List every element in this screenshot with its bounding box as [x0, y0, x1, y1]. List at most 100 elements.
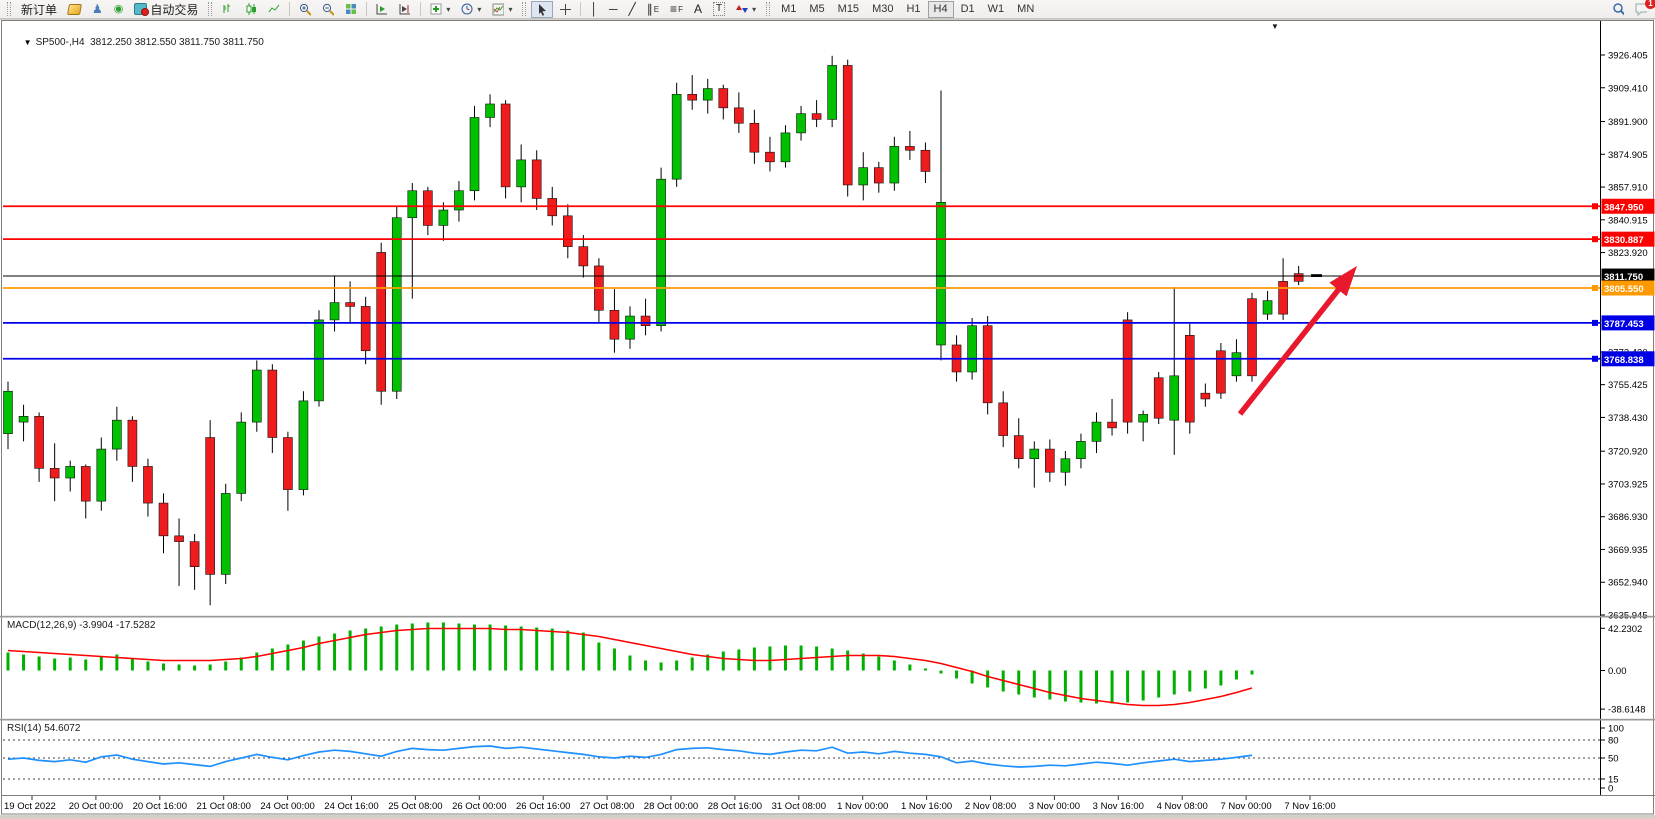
macd-indicator-label: MACD(12,26,9) -3.9904 -17.5282: [7, 620, 156, 631]
auto-trading-button[interactable]: 自动交易: [129, 1, 203, 18]
text-tool-icon: A: [693, 2, 702, 16]
chart-canvas[interactable]: 3926.405 3909.410 3891.900 3874.905 3857.910…: [0, 20, 1655, 815]
timeframe-m30-button[interactable]: M30: [866, 1, 899, 18]
toolbar-grip[interactable]: [208, 2, 213, 16]
horizontal-line-tool-button[interactable]: ─: [604, 1, 623, 18]
timeframe-m15-button[interactable]: M15: [832, 1, 865, 18]
crosshair-tool-button[interactable]: [554, 1, 576, 18]
candle-body: [1091, 421, 1102, 442]
tile-windows-icon: [345, 3, 357, 15]
price-tick-label: 3926.405: [1608, 51, 1648, 62]
trendline-tool-button[interactable]: ╱: [623, 1, 640, 18]
timeframe-m1-button[interactable]: M1: [775, 1, 802, 18]
templates-button[interactable]: ▾: [487, 1, 517, 18]
candlestick-chart-button[interactable]: [240, 1, 262, 18]
tile-windows-button[interactable]: [340, 1, 362, 18]
signals-button[interactable]: ◉: [109, 1, 129, 18]
auto-trading-icon: [134, 3, 150, 16]
candle-body: [811, 113, 822, 120]
panel-separator: [0, 718, 1655, 721]
zoom-in-button[interactable]: [294, 1, 316, 18]
accounts-button[interactable]: ♟: [87, 1, 108, 18]
chart-shift-button[interactable]: [394, 1, 416, 18]
trend-arrow-head: [1329, 266, 1357, 297]
price-tick-label: 3720.920: [1608, 447, 1648, 458]
candle-body: [112, 419, 122, 450]
toolbar-grip[interactable]: [766, 2, 771, 16]
price-level-badge: [1601, 280, 1655, 296]
cursor-tool-button[interactable]: [531, 0, 554, 18]
time-tick-label: 19 Oct 2022: [4, 801, 56, 812]
candle-body: [578, 246, 589, 267]
zoom-in-icon: [299, 3, 312, 16]
timeframe-w1-button[interactable]: W1: [982, 1, 1011, 18]
template-icon: [492, 3, 505, 15]
candle-body: [625, 315, 635, 340]
trend-arrow-line: [1237, 287, 1342, 416]
chevron-down-icon: ▾: [752, 4, 757, 14]
search-button[interactable]: [1607, 1, 1629, 18]
price-tag-icon: [67, 3, 82, 15]
time-tick-label: 24 Oct 16:00: [324, 801, 378, 812]
timeframe-d1-button[interactable]: D1: [955, 1, 981, 18]
toolbar-grip[interactable]: [7, 2, 11, 16]
search-icon: [1612, 3, 1624, 16]
vertical-line-tool-button[interactable]: │: [585, 1, 603, 18]
line-chart-button[interactable]: [263, 1, 285, 18]
candle-body: [267, 369, 278, 438]
panel-separator: [0, 615, 1655, 618]
timeframe-h4-button[interactable]: H4: [927, 0, 954, 18]
channel-tool-button[interactable]: ∥ E: [642, 1, 664, 18]
candle-body: [485, 103, 495, 118]
ohlc-collapse-icon[interactable]: ▼: [23, 38, 32, 47]
zoom-out-icon: [322, 3, 335, 16]
candle-body: [1231, 352, 1242, 377]
candle-body: [3, 390, 13, 434]
price-tick-label: 3857.910: [1608, 183, 1648, 194]
time-tick-label: 31 Oct 08:00: [772, 801, 826, 812]
text-tool-button[interactable]: A: [689, 1, 707, 18]
vertical-line-icon: │: [590, 2, 598, 16]
arrows-tool-button[interactable]: ▾: [731, 1, 761, 18]
periods-button[interactable]: ▾: [456, 1, 486, 18]
candle-body: [283, 437, 293, 490]
candle-body: [889, 146, 900, 184]
timeframe-mn-button[interactable]: MN: [1011, 1, 1040, 18]
time-tick-label: 7 Nov 16:00: [1284, 801, 1335, 812]
price-level-badge: [1601, 351, 1655, 367]
timeframe-h1-button[interactable]: H1: [900, 1, 926, 18]
chart-shift-marker[interactable]: ▼: [1271, 22, 1279, 31]
bar-chart-button[interactable]: [217, 1, 239, 18]
timeframe-m5-button[interactable]: M5: [803, 1, 830, 18]
time-tick-label: 20 Oct 00:00: [69, 801, 123, 812]
candle-body: [438, 209, 449, 226]
candle-body: [562, 215, 573, 247]
candle-body: [174, 535, 184, 542]
time-tick-label: 1 Nov 16:00: [901, 801, 952, 812]
notifications-button[interactable]: 1: [1630, 0, 1655, 18]
price-tick-label: 3652.940: [1608, 578, 1648, 589]
auto-scroll-button[interactable]: [371, 1, 393, 18]
main-toolbar: 新订单 ♟ ◉ 自动交易: [0, 0, 1655, 19]
candle-body: [1247, 298, 1257, 377]
last-price-dash: [1311, 274, 1322, 277]
new-order-button[interactable]: 新订单: [16, 1, 62, 18]
rsi-tick-label: 100: [1608, 724, 1624, 735]
candle-body: [500, 103, 511, 188]
candle-body: [936, 202, 946, 346]
toolbar-grip[interactable]: [522, 2, 527, 16]
zoom-out-button[interactable]: [317, 1, 339, 18]
horizontal-line-icon: ─: [608, 2, 618, 16]
price-level-badge-label: 3830.887: [1604, 235, 1644, 246]
price-level-badge-label: 3847.950: [1604, 202, 1644, 213]
indicators-button[interactable]: ▾: [425, 1, 455, 18]
rsi-tick-label: 15: [1608, 775, 1619, 786]
text-label-tool-button[interactable]: T: [708, 1, 730, 18]
candle-body: [189, 541, 200, 567]
candle-body: [967, 325, 977, 373]
candle-body: [1013, 435, 1024, 460]
market-watch-button[interactable]: [63, 1, 86, 18]
fibonacci-tool-button[interactable]: ≡ F: [665, 1, 688, 18]
candle-body: [842, 65, 853, 186]
